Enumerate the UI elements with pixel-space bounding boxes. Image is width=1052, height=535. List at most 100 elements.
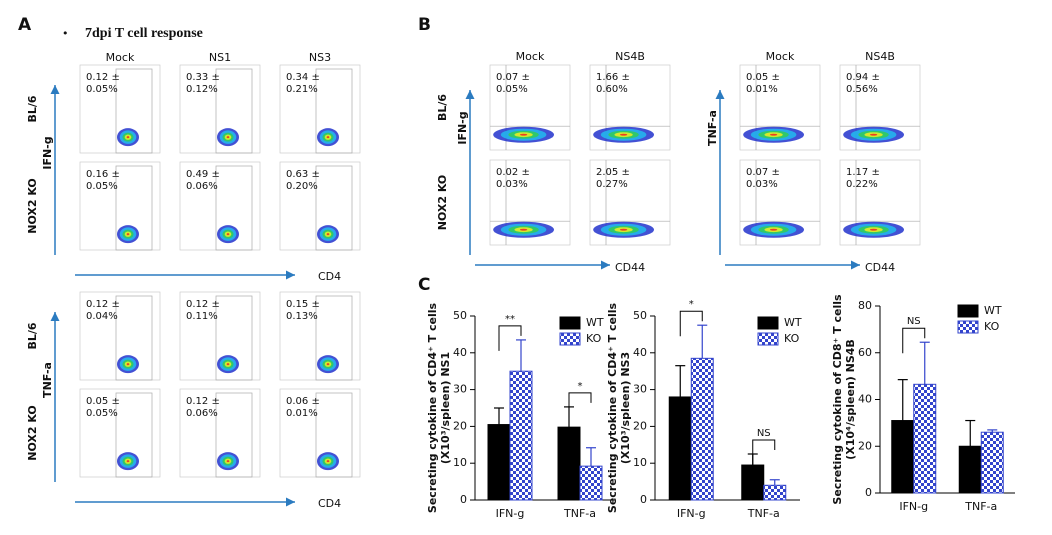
gate-value: 0.06%: [186, 408, 218, 419]
column-header: Mock: [766, 50, 795, 63]
y-tick-label: 50: [633, 309, 647, 322]
density: [326, 363, 330, 366]
y-axis-label: (X10³/spleen) NS3: [619, 352, 632, 464]
gate: [215, 392, 253, 478]
legend-label: KO: [984, 320, 1000, 333]
y-tick-label: 40: [453, 346, 467, 359]
y-tick-label: 0: [460, 493, 467, 506]
gate-value: 0.05%: [86, 181, 118, 192]
gate-value: 1.17 ±: [846, 167, 880, 178]
y-axis-label: Secreting cytokine of CD4⁺ T cells: [426, 302, 439, 513]
density: [126, 460, 130, 463]
legend-label: KO: [586, 332, 602, 345]
bar: [980, 431, 1004, 494]
gate-value: 0.22%: [846, 179, 878, 190]
density: [619, 133, 628, 136]
panel-label: C: [418, 275, 430, 295]
bar: [913, 383, 937, 494]
gate: [315, 392, 353, 478]
bar: [741, 464, 765, 501]
gate-value: 0.56%: [846, 84, 878, 95]
x-axis-label: CD4: [318, 497, 341, 510]
gate-value: 0.60%: [596, 84, 628, 95]
bar: [579, 465, 603, 501]
panel-label: B: [418, 15, 431, 35]
gate-value: 0.21%: [286, 84, 318, 95]
significance-bracket: [498, 325, 522, 351]
panel-title: 7dpi T cell response: [85, 26, 203, 41]
gate-value: 0.04%: [86, 311, 118, 322]
density: [519, 133, 528, 136]
density: [869, 133, 878, 136]
x-axis-label: CD44: [615, 261, 645, 274]
density: [769, 228, 778, 231]
gate: [115, 165, 153, 251]
legend-swatch: [757, 316, 779, 330]
y-axis-label: IFN-g: [456, 111, 469, 144]
x-tick-label: IFN-g: [677, 507, 706, 520]
y-tick-label: 20: [858, 439, 872, 452]
gate-value: 0.12 ±: [186, 299, 220, 310]
density: [126, 136, 130, 139]
density: [226, 233, 230, 236]
significance-bracket: [902, 327, 926, 354]
significance-label: *: [689, 299, 694, 310]
panel-label: A: [18, 15, 32, 35]
gate-value: 0.01%: [746, 84, 778, 95]
legend-label: KO: [784, 332, 800, 345]
bar: [487, 424, 511, 501]
legend-swatch: [957, 304, 979, 318]
gate: [315, 68, 353, 154]
gate-value: 0.01%: [286, 408, 318, 419]
gate-value: 0.34 ±: [286, 72, 320, 83]
gate-value: 0.02 ±: [496, 167, 530, 178]
significance-bracket: [679, 310, 703, 337]
gate-value: 0.07 ±: [746, 167, 780, 178]
gate-value: 0.12%: [186, 84, 218, 95]
x-tick-label: IFN-g: [496, 507, 525, 520]
gate-value: 0.12 ±: [86, 72, 120, 83]
column-header: Mock: [106, 51, 135, 64]
legend-swatch: [957, 320, 979, 334]
y-axis-label: Secreting cytokine of CD8⁺ T cells: [831, 294, 844, 505]
row-label: BL/6: [26, 95, 39, 122]
y-tick-label: 80: [858, 299, 872, 312]
density: [769, 133, 778, 136]
density: [126, 233, 130, 236]
y-tick-label: 30: [453, 383, 467, 396]
y-tick-label: 40: [858, 393, 872, 406]
gate-value: 0.33 ±: [186, 72, 220, 83]
row-label: NOX2 KO: [26, 405, 39, 461]
gate: [215, 165, 253, 251]
gate-value: 0.15 ±: [286, 299, 320, 310]
significance-bracket: [568, 392, 592, 418]
y-tick-label: 40: [633, 346, 647, 359]
gate-value: 0.06 ±: [286, 396, 320, 407]
bar: [557, 426, 581, 501]
gate: [315, 165, 353, 251]
density: [226, 136, 230, 139]
x-axis-label: CD44: [865, 261, 895, 274]
gate-value: 0.06%: [186, 181, 218, 192]
bar: [891, 420, 915, 494]
x-tick-label: TNF-a: [563, 507, 596, 520]
bar: [690, 357, 714, 501]
y-tick-label: 0: [865, 486, 872, 499]
y-axis-label: (X10³/spleen) NS1: [439, 352, 452, 464]
y-tick-label: 10: [633, 456, 647, 469]
y-axis-label: Secreting cytokine of CD4⁺ T cells: [606, 302, 619, 513]
row-label: NOX2 KO: [26, 178, 39, 234]
y-tick-label: 0: [640, 493, 647, 506]
legend-swatch: [559, 332, 581, 346]
density: [619, 228, 628, 231]
gate-value: 0.94 ±: [846, 72, 880, 83]
density: [326, 460, 330, 463]
density: [226, 363, 230, 366]
significance-label: **: [505, 314, 515, 325]
bar: [763, 484, 787, 501]
x-tick-label: TNF-a: [964, 500, 997, 513]
significance-label: NS: [907, 316, 921, 327]
significance-label: *: [578, 381, 583, 392]
row-label: NOX2 KO: [436, 175, 449, 231]
density: [519, 228, 528, 231]
